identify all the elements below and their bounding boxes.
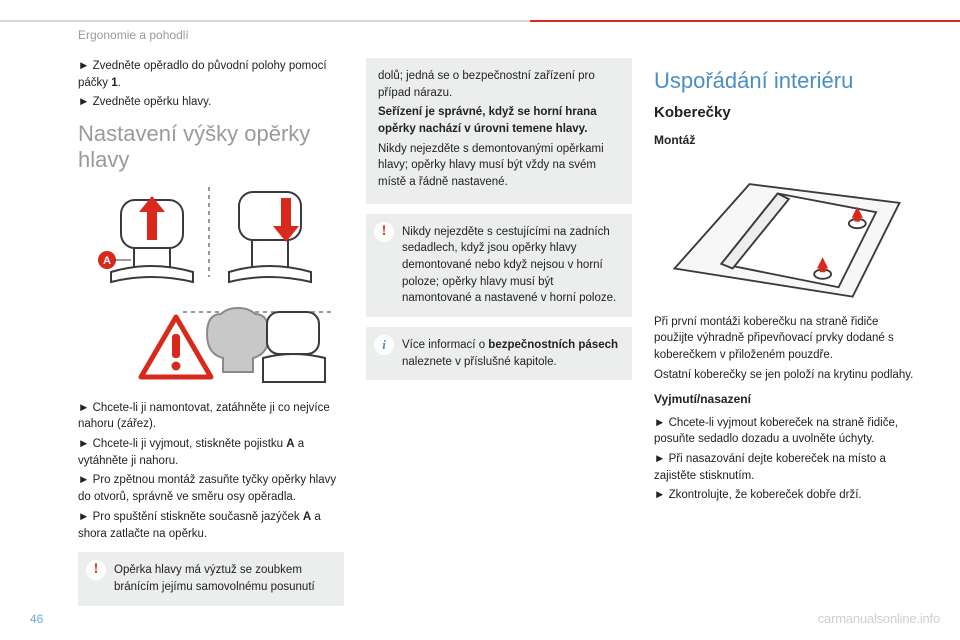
- c1-line2: ► Zvedněte opěrku hlavy.: [78, 94, 344, 111]
- c1-h2b: hlavy: [78, 147, 129, 172]
- c2-p2-b: Seřízení je správné, když se horní hrana…: [378, 106, 597, 135]
- c3-h4a: Montáž: [654, 132, 920, 149]
- c3-b2: ► Při nasazování dejte kobereček na míst…: [654, 451, 920, 484]
- c3-h2: Uspořádání interiéru: [654, 68, 920, 94]
- c1-b2-pre: ► Chcete-li ji vyjmout, stiskněte pojist…: [78, 438, 286, 450]
- c2-cont-box: dolů; jedná se o bezpečnostní zařízení p…: [366, 58, 632, 204]
- mat-diagram: [654, 156, 920, 306]
- c2-warn-box: ! Nikdy nejezděte s cestujícími na zadní…: [366, 214, 632, 317]
- c2-info-post: naleznete v příslušné kapitole.: [402, 356, 557, 368]
- c1-h2a: Nastavení výšky opěrky: [78, 121, 310, 146]
- headrest-diagram: A: [78, 182, 344, 392]
- c3-h4b: Vyjmutí/nasazení: [654, 391, 920, 408]
- svg-text:A: A: [103, 255, 111, 267]
- c1-h2: Nastavení výšky opěrky hlavy: [78, 121, 344, 174]
- c1-b1: ► Chcete-li ji namontovat, zatáhněte ji …: [78, 400, 344, 433]
- top-rule-red: [530, 20, 960, 22]
- column-1: ► Zvedněte opěradlo do původní polohy po…: [78, 58, 344, 600]
- c1-warn-text: Opěrka hlavy má výztuž se zoubkem bráníc…: [114, 564, 315, 593]
- c1-b3: ► Pro zpětnou montáž zasuňte tyčky opěrk…: [78, 472, 344, 505]
- c2-info-bold: bezpečnostních pásech: [488, 339, 618, 351]
- c1-b4-pre: ► Pro spuštění stiskněte současně jazýče…: [78, 511, 303, 523]
- headrest-svg: A: [78, 182, 344, 392]
- c1-line1: ► Zvedněte opěradlo do původní polohy po…: [78, 58, 344, 91]
- c2-info-pre: Více informací o: [402, 339, 488, 351]
- top-rule-grey: [0, 20, 530, 22]
- c1-b4: ► Pro spuštění stiskněte současně jazýče…: [78, 509, 344, 542]
- c1-b2: ► Chcete-li ji vyjmout, stiskněte pojist…: [78, 436, 344, 469]
- page-number: 46: [30, 612, 43, 626]
- c2-p1: dolů; jedná se o bezpečnostní zařízení p…: [378, 68, 620, 101]
- c3-b3: ► Zkontrolujte, že kobereček dobře drží.: [654, 487, 920, 504]
- c3-p2: Ostatní koberečky se jen položí na kryti…: [654, 367, 920, 384]
- c1-warn-box: ! Opěrka hlavy má výztuž se zoubkem brán…: [78, 552, 344, 605]
- c1-b2-bold: A: [286, 438, 294, 450]
- c2-p2: Seřízení je správné, když se horní hrana…: [378, 104, 620, 137]
- column-3: Uspořádání interiéru Koberečky Montáž: [654, 58, 920, 600]
- warn-icon: !: [86, 560, 106, 580]
- c2-info-box: i Více informací o bezpečnostních pásech…: [366, 327, 632, 380]
- c1-b4-bold: A: [303, 511, 311, 523]
- c2-warn-text: Nikdy nejezděte s cestujícími na zadních…: [402, 226, 616, 305]
- top-rule: [0, 20, 960, 22]
- info-icon: i: [374, 335, 394, 355]
- c2-p3: Nikdy nejezděte s demontovanými opěrkami…: [378, 141, 620, 191]
- mat-svg: [654, 156, 920, 306]
- c3-h3: Koberečky: [654, 102, 920, 124]
- warn-icon: !: [374, 222, 394, 242]
- c1-line1-post: .: [118, 77, 121, 89]
- section-header: Ergonomie a pohodlí: [78, 28, 189, 42]
- c3-b1: ► Chcete-li vyjmout kobereček na straně …: [654, 415, 920, 448]
- c3-p1: Při první montáži koberečku na straně ři…: [654, 314, 920, 364]
- column-2: dolů; jedná se o bezpečnostní zařízení p…: [366, 58, 632, 600]
- content-columns: ► Zvedněte opěradlo do původní polohy po…: [78, 58, 920, 600]
- watermark: carmanualsonline.info: [818, 611, 940, 626]
